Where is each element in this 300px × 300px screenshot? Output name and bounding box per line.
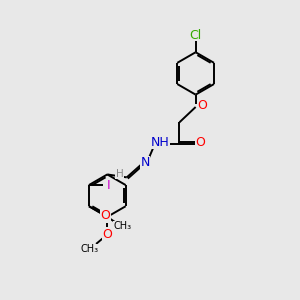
Text: O: O [100,209,110,222]
Text: CH₃: CH₃ [113,221,132,231]
Text: CH₃: CH₃ [81,244,99,254]
Text: NH: NH [151,136,170,148]
Text: I: I [107,178,111,191]
Text: O: O [196,136,206,149]
Text: O: O [197,99,207,112]
Text: H: H [116,169,123,179]
Text: Cl: Cl [190,29,202,42]
Text: N: N [140,156,150,169]
Text: O: O [102,228,112,241]
